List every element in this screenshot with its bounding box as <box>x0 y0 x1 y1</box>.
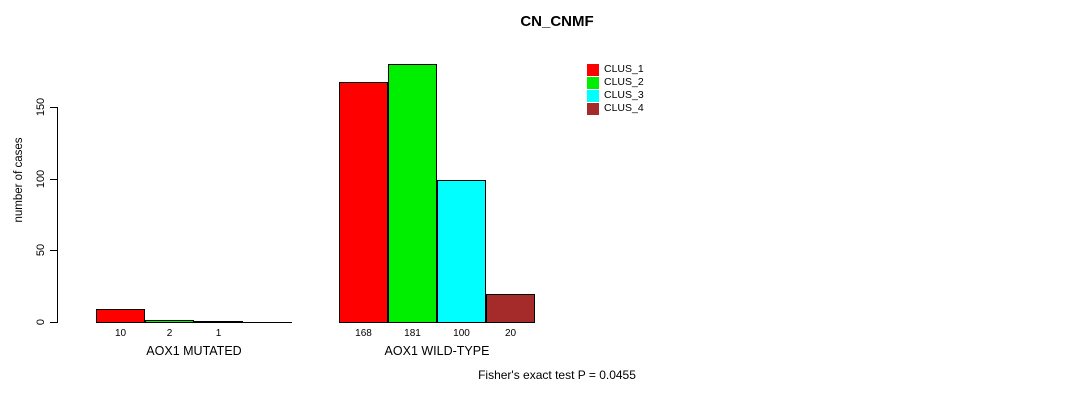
y-axis-tick-label: 0 <box>35 318 47 326</box>
x-axis-group-label: AOX1 WILD-TYPE <box>384 344 490 358</box>
legend-color-swatch-clus-4 <box>587 102 599 115</box>
y-axis-tick <box>50 107 57 108</box>
bar-value-label: 20 <box>504 328 517 339</box>
bar-clus-1-group-0 <box>96 309 145 323</box>
x-axis-group-label: AOX1 MUTATED <box>146 344 242 358</box>
y-axis-tick-label: 100 <box>35 169 47 189</box>
legend-item: CLUS_2 <box>587 76 644 89</box>
legend: CLUS_1 CLUS_2 CLUS_3 CLUS_4 <box>587 63 644 115</box>
bar-clus-1-group-1 <box>339 82 388 323</box>
bar-value-label: 168 <box>355 328 372 339</box>
legend-item: CLUS_3 <box>587 89 644 102</box>
chart-title: CN_CNMF <box>520 13 594 30</box>
legend-color-swatch-clus-3 <box>587 89 599 102</box>
legend-color-swatch-clus-2 <box>587 76 599 89</box>
legend-item: CLUS_1 <box>587 63 644 76</box>
y-axis-tick <box>50 322 57 323</box>
y-axis-line <box>57 107 58 323</box>
y-axis-tick-label: 150 <box>35 97 47 117</box>
bar-value-label: 1 <box>215 328 222 339</box>
y-axis-tick <box>50 179 57 180</box>
legend-label: CLUS_1 <box>604 63 644 75</box>
legend-label: CLUS_2 <box>604 76 644 88</box>
bar-clus-4-group-1 <box>486 294 535 323</box>
y-axis-tick-label: 50 <box>35 243 47 257</box>
bar-clus-3-group-0 <box>194 321 243 323</box>
legend-label: CLUS_3 <box>604 89 644 101</box>
y-axis-label: number of cases <box>13 137 25 223</box>
bar-clus-2-group-0 <box>145 320 194 323</box>
legend-item: CLUS_4 <box>587 102 644 115</box>
legend-color-swatch-clus-1 <box>587 63 599 76</box>
bar-value-label: 100 <box>453 328 470 339</box>
bar-value-label: 10 <box>114 328 127 339</box>
legend-label: CLUS_4 <box>604 102 644 114</box>
bar-value-label: 2 <box>166 328 173 339</box>
bar-clus-2-group-1 <box>388 64 437 323</box>
bar-clus-3-group-1 <box>437 180 486 323</box>
y-axis-tick <box>50 250 57 251</box>
bar-value-label: 181 <box>404 328 421 339</box>
annotation-pvalue: Fisher's exact test P = 0.0455 <box>478 368 636 382</box>
